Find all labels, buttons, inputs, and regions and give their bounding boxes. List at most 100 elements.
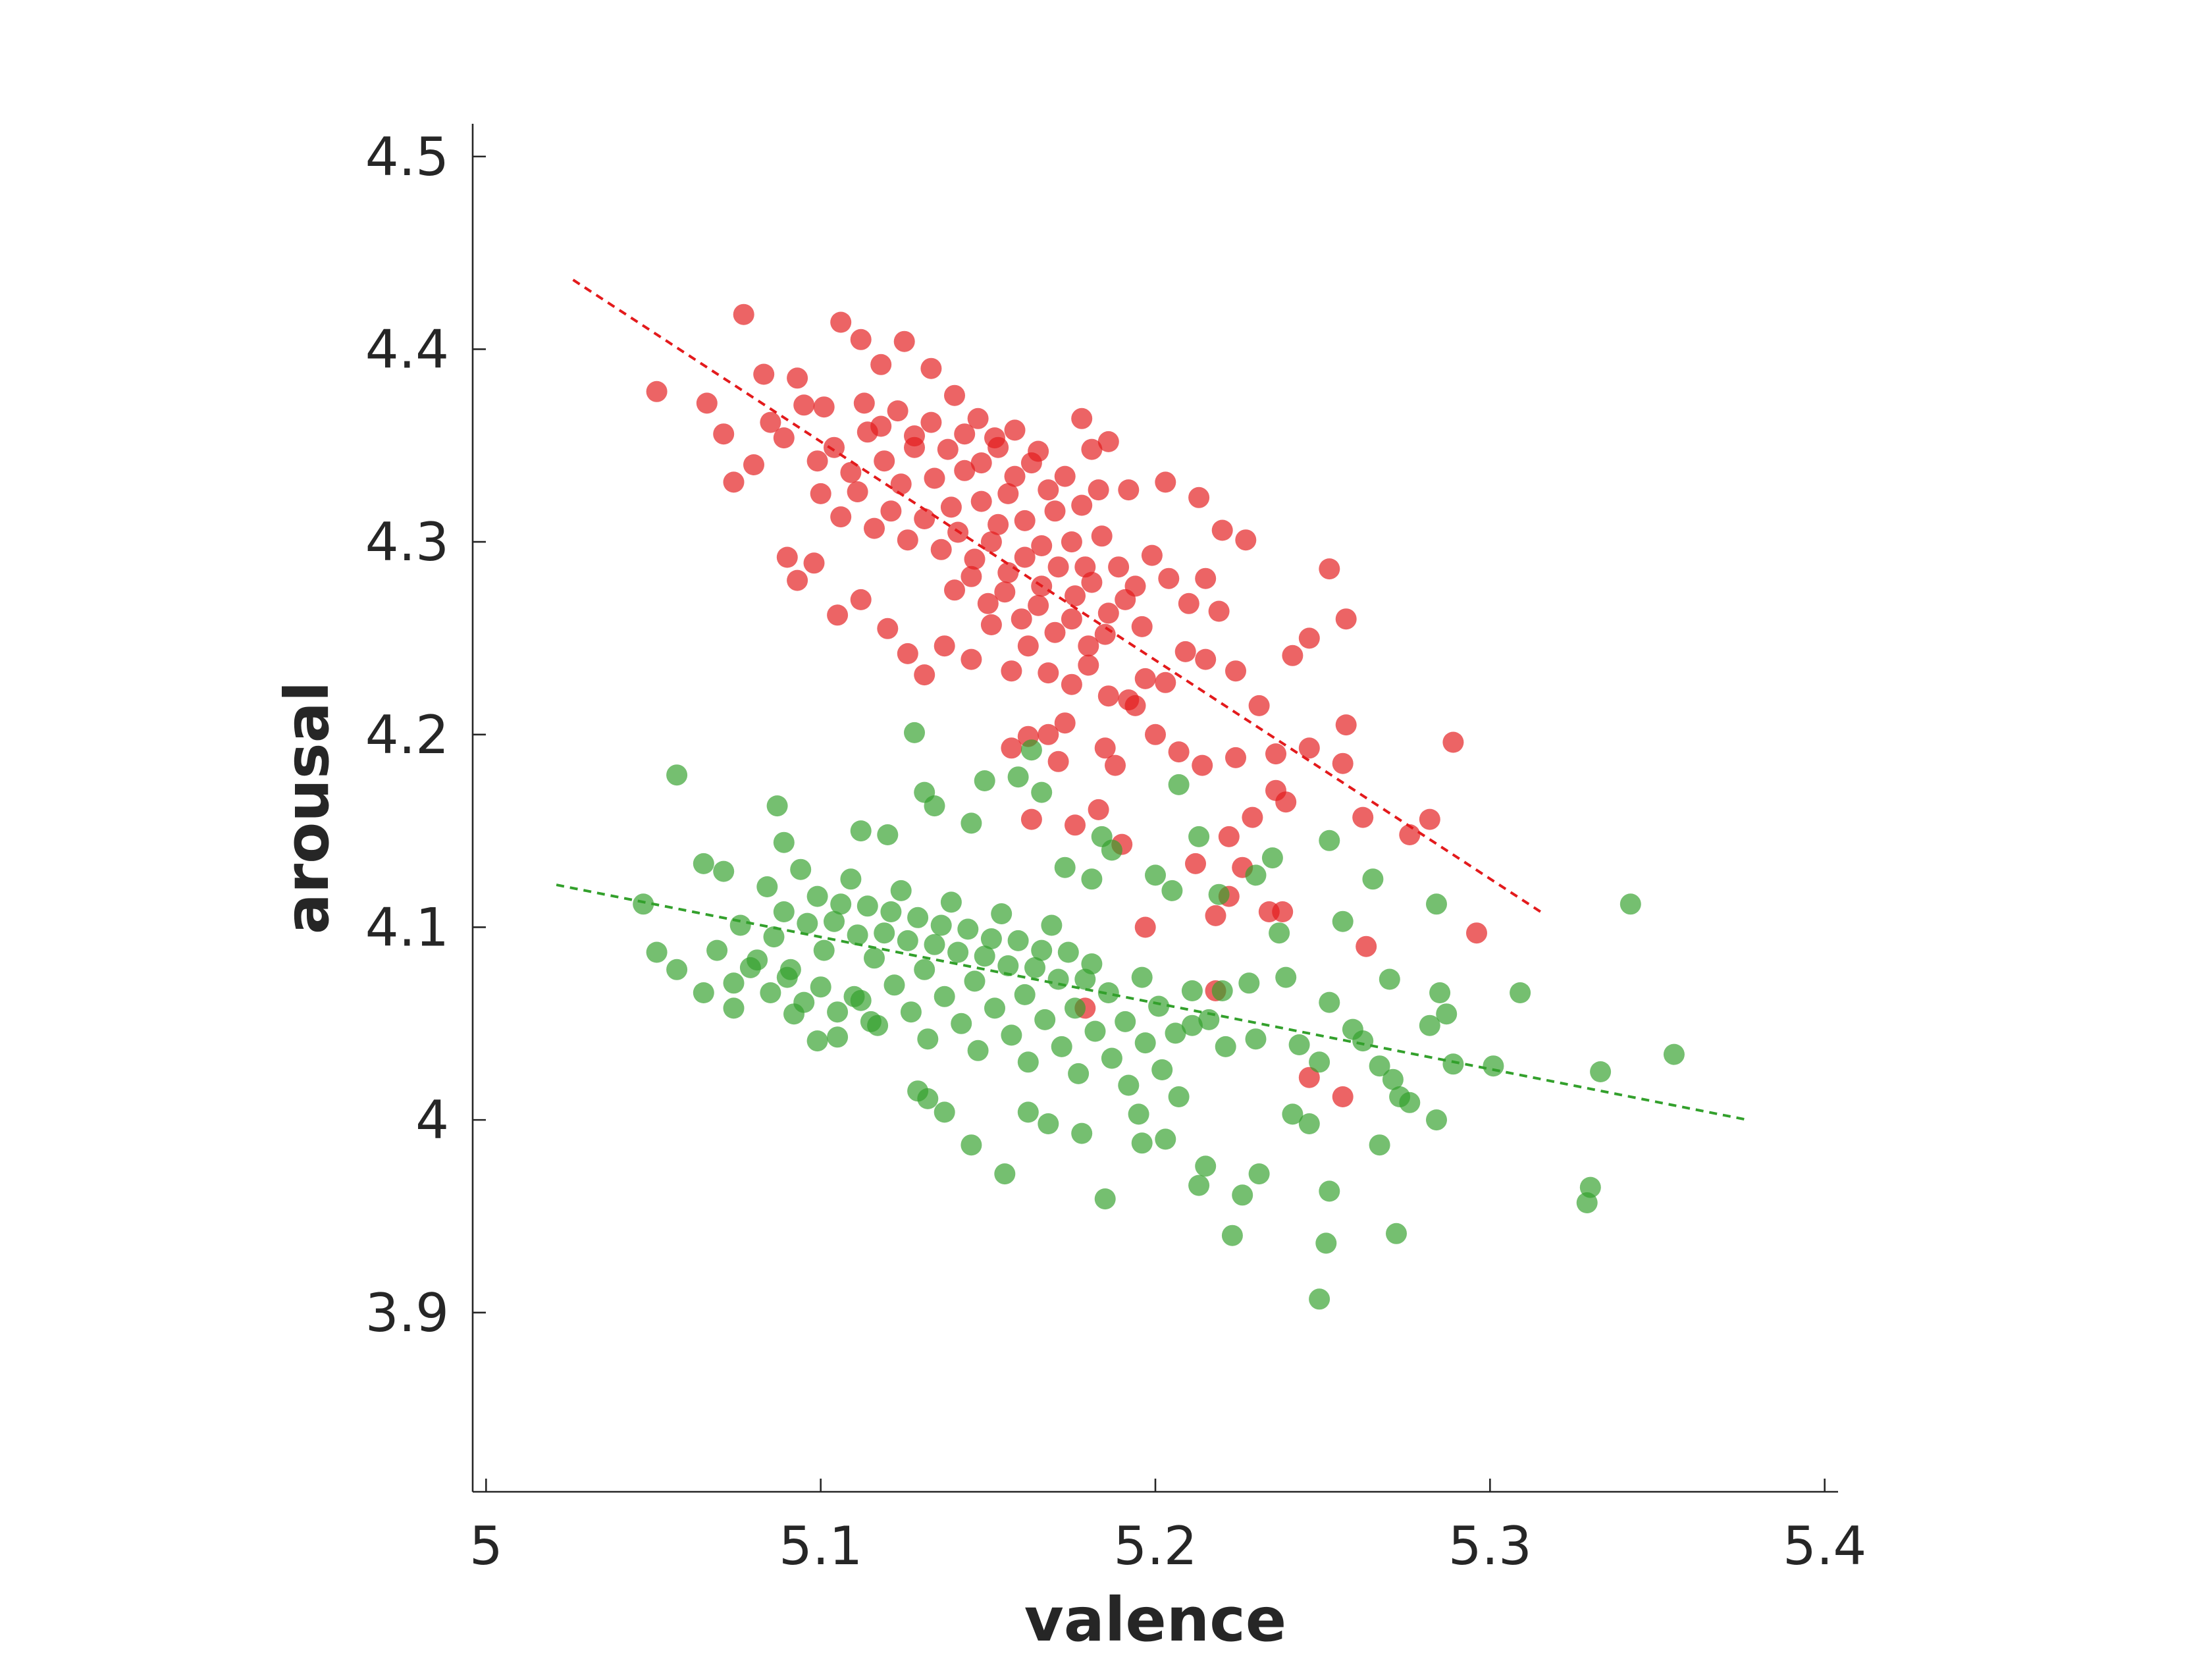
series-2-point-115: [1131, 966, 1153, 988]
series-1-point-14: [967, 408, 989, 429]
series-1-point-65: [1332, 1086, 1354, 1107]
series-2-point-67: [1188, 1174, 1210, 1196]
series-1-point-98: [760, 411, 781, 433]
series-1-point-166: [1028, 594, 1049, 616]
series-1-point-6: [787, 367, 808, 389]
series-1-point-99: [773, 427, 795, 449]
series-2-point-45: [1382, 1068, 1404, 1090]
series-1-point-73: [1205, 905, 1226, 926]
series-1-point-46: [1174, 641, 1196, 662]
series-1-point-133: [930, 539, 952, 560]
series-2-point-138: [1041, 914, 1063, 936]
series-1-point-24: [1211, 519, 1233, 541]
series-1-point-76: [1088, 799, 1109, 820]
series-1-point-101: [806, 450, 828, 472]
series-2-point-33: [1245, 864, 1267, 886]
y-axis-title: arousal: [272, 681, 342, 935]
series-2-point-54: [1590, 1061, 1612, 1082]
x-tick-label: 5: [469, 1515, 503, 1577]
series-2-point-123: [790, 858, 812, 880]
series-2-point-2: [633, 893, 654, 915]
series-2-point-37: [1332, 910, 1354, 932]
series-2-point-6: [693, 982, 714, 1003]
series-1-point-169: [1078, 635, 1099, 657]
series-2-point-158: [1134, 1032, 1156, 1054]
series-2-point-16: [904, 722, 925, 743]
series-1-point-64: [1356, 935, 1377, 957]
series-2-point-72: [961, 1134, 982, 1156]
series-1-point-136: [980, 531, 1002, 553]
x-tick-label: 5.1: [779, 1515, 862, 1577]
series-1-point-26: [787, 569, 808, 591]
series-1-point-147: [870, 415, 892, 437]
series-1-point-48: [1208, 600, 1230, 622]
series-1-point-142: [1081, 571, 1103, 593]
series-2-point-125: [824, 910, 845, 932]
series-2-point-30: [1168, 774, 1190, 795]
series-2-point-78: [1017, 1101, 1039, 1123]
series-2-point-15: [877, 824, 899, 845]
series-2-point-144: [900, 1001, 922, 1023]
series-1-point-125: [1195, 567, 1217, 589]
series-2-point-102: [914, 959, 935, 980]
series-2-point-51: [1510, 982, 1531, 1003]
series-1-point-56: [1298, 737, 1320, 759]
series-2-point-118: [1181, 980, 1203, 1001]
series-1-point-21: [1118, 479, 1140, 501]
series-1-point-41: [1078, 654, 1099, 676]
series-1-point-122: [1141, 544, 1163, 566]
series-1-point-158: [1054, 465, 1076, 487]
series-2-point-111: [1065, 997, 1086, 1019]
series-2-point-154: [1068, 1063, 1090, 1084]
series-1-point-95: [1272, 901, 1294, 922]
trend-layer: [556, 278, 1749, 1122]
series-2-point-18: [924, 795, 945, 817]
series-1-point-105: [874, 450, 895, 472]
series-2-point-25: [1081, 868, 1103, 890]
series-2-point-162: [723, 972, 745, 994]
series-2-point-128: [874, 922, 895, 944]
series-2-point-103: [930, 914, 952, 936]
series-1-point-170: [1094, 623, 1116, 645]
series-2-point-107: [997, 955, 1019, 976]
series-2-point-3: [646, 941, 668, 963]
series-1-point-40: [1061, 673, 1082, 695]
series-1-point-161: [944, 579, 965, 601]
series-2-point-46: [1369, 1055, 1390, 1077]
series-1-point-68: [1242, 806, 1263, 828]
series-2-point-147: [951, 1013, 972, 1034]
series-2-point-50: [1483, 1055, 1504, 1077]
series-1-point-97: [713, 423, 735, 445]
series-2-point-137: [1024, 957, 1045, 978]
series-1-point-55: [1335, 608, 1357, 630]
series-2-point-58: [1315, 1232, 1337, 1254]
series-2-point-93: [763, 926, 785, 948]
series-2-point-134: [974, 945, 995, 967]
series-2-point-49: [1426, 1109, 1447, 1131]
series-1-point-7: [813, 396, 835, 418]
series-1-point-135: [964, 548, 986, 570]
series-2-point-8: [723, 997, 745, 1019]
series-2-point-96: [813, 939, 835, 961]
series-2-point-19: [961, 812, 982, 834]
x-tick-label: 5.3: [1448, 1515, 1532, 1577]
series-2-point-155: [1084, 1020, 1106, 1042]
series-2-point-56: [1663, 1043, 1685, 1065]
series-2-point-140: [1074, 968, 1096, 990]
series-2-point-1: [666, 764, 688, 786]
x-tick-label: 5.2: [1113, 1515, 1197, 1577]
series-2-point-91: [729, 914, 751, 936]
series-2-point-34: [1261, 847, 1283, 869]
series-2-point-29: [1161, 880, 1183, 901]
series-1-point-29: [827, 604, 849, 626]
series-1-point-54: [1319, 558, 1340, 580]
series-1-point-84: [1094, 737, 1116, 759]
series-2-point-114: [1115, 1011, 1136, 1032]
series-2-point-12: [806, 1030, 828, 1052]
series-2-point-157: [1118, 1074, 1140, 1096]
y-tick-label: 3.9: [365, 1282, 449, 1344]
series-2-point-95: [797, 912, 818, 934]
series-2-point-48: [1399, 1092, 1421, 1113]
series-1-point-129: [864, 517, 885, 539]
series-1-point-168: [1061, 608, 1082, 630]
